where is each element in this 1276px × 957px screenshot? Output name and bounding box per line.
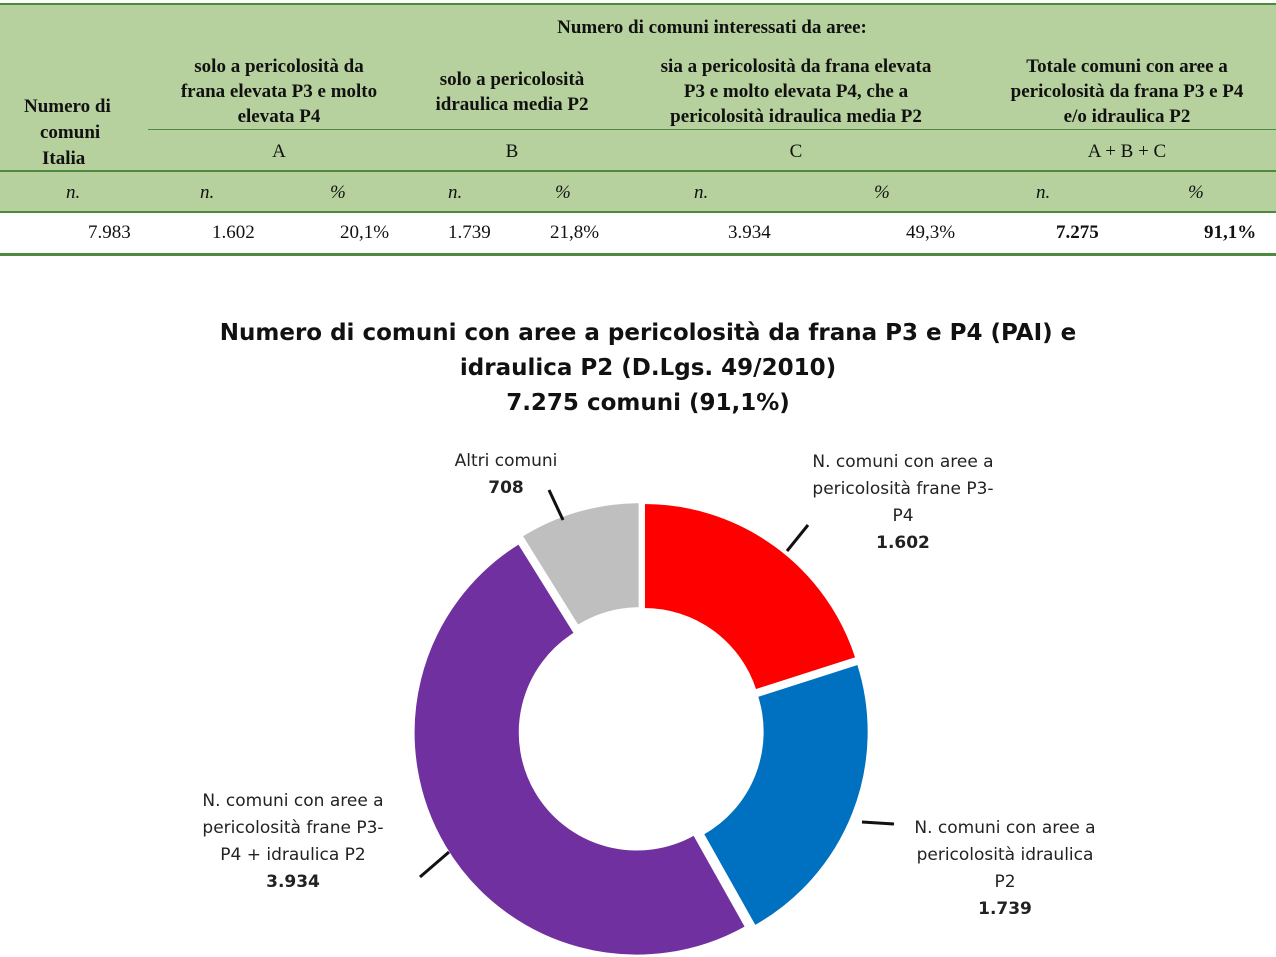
table-header-top: Numero di comuni interessati da aree: — [557, 17, 867, 38]
group-a-header: solo a pericolosità da frana elevata P3 … — [148, 54, 410, 129]
group-a-letter: A — [272, 141, 286, 162]
cell-a-pct: 20,1% — [340, 222, 390, 243]
slice-label-frane: N. comuni con aree a pericolosità frane … — [778, 449, 1028, 557]
cell-c-n: 3.934 — [728, 222, 771, 243]
slice-label-altri: Altri comuni 708 — [420, 448, 592, 502]
group-b-header-line: idraulica media P2 — [435, 94, 589, 115]
cell-italia: 7.983 — [88, 222, 131, 243]
slice-label-frane-line: pericolosità frane P3- — [812, 479, 994, 499]
col-italia-header-line: Numero di — [24, 96, 111, 117]
col-italia-header-line: Italia — [42, 148, 86, 169]
unit-c-n: n. — [694, 182, 709, 203]
group-c-header-line: pericolosità idraulica media P2 — [670, 106, 922, 127]
slice-label-entrambe-line: P4 + idraulica P2 — [220, 845, 366, 865]
chart-title-line-1: Numero di comuni con aree a pericolosità… — [219, 320, 1077, 346]
leader-entrambe — [419, 850, 450, 879]
slice-value-entrambe: 3.934 — [266, 872, 320, 892]
slice-frane — [642, 501, 858, 692]
unit-b-n: n. — [448, 182, 463, 203]
slice-label-idraulica-line: N. comuni con aree a — [914, 818, 1096, 838]
table-top-rule — [0, 3, 1276, 5]
unit-b-pct: % — [555, 182, 571, 203]
group-total-header-line: e/o idraulica P2 — [1063, 106, 1191, 127]
cell-b-pct: 21,8% — [550, 222, 600, 243]
col-italia-header-line: comuni — [40, 122, 101, 143]
group-c-header-line: sia a pericolosità da frana elevata — [660, 56, 932, 77]
group-total-header-line: Totale comuni con aree a — [1026, 56, 1228, 77]
group-c-header: sia a pericolosità da frana elevata P3 e… — [614, 54, 978, 129]
group-a-header-line: solo a pericolosità da — [194, 56, 364, 77]
slice-altri — [520, 501, 641, 628]
cell-c-pct: 49,3% — [906, 222, 956, 243]
group-total-header-line: pericolosità da frana P3 e P4 — [1010, 81, 1244, 102]
slice-label-idraulica-line: pericolosità idraulica — [916, 845, 1094, 865]
unit-c-pct: % — [874, 182, 890, 203]
unit-tot-pct: % — [1188, 182, 1204, 203]
unit-tot-n: n. — [1036, 182, 1051, 203]
table-header-bottom-rule — [0, 211, 1276, 213]
cell-tot-n: 7.275 — [1056, 222, 1099, 243]
table-subheader-rule — [0, 170, 1276, 172]
group-a-header-line: frana elevata P3 e molto — [180, 81, 378, 102]
slice-value-altri: 708 — [488, 478, 524, 498]
group-b-header: solo a pericolosità idraulica media P2 — [410, 67, 614, 117]
slice-entrambe — [412, 541, 748, 957]
slice-label-entrambe-line: pericolosità frane P3- — [202, 818, 384, 838]
chart-title-line-2: idraulica P2 (D.Lgs. 49/2010) — [459, 355, 837, 381]
slice-idraulica — [701, 662, 870, 928]
group-c-header-line: P3 e molto elevata P4, che a — [683, 81, 909, 102]
slice-label-idraulica: N. comuni con aree a pericolosità idraul… — [880, 815, 1130, 923]
slice-label-entrambe-line: N. comuni con aree a — [202, 791, 384, 811]
group-total-header: Totale comuni con aree a pericolosità da… — [978, 54, 1276, 129]
group-b-letter: B — [505, 141, 519, 162]
table-header-background — [0, 4, 1276, 212]
group-total-letter: A + B + C — [1087, 141, 1167, 162]
col-italia-header: Numero di comuni Italia — [24, 94, 144, 172]
slice-label-idraulica-line: P2 — [994, 872, 1016, 892]
group-c-letter: C — [789, 141, 803, 162]
leader-idraulica — [861, 820, 895, 826]
cell-tot-pct: 91,1% — [1204, 222, 1257, 243]
slice-value-frane: 1.602 — [876, 533, 930, 553]
slice-label-frane-line: N. comuni con aree a — [812, 452, 994, 472]
slice-label-altri-line: Altri comuni — [454, 451, 558, 471]
table-group-rule — [148, 129, 1276, 130]
group-a-header-line: elevata P4 — [237, 106, 321, 127]
table-bottom-rule — [0, 253, 1276, 256]
leader-frane — [785, 524, 810, 552]
chart-title-line-3: 7.275 comuni (91,1%) — [506, 390, 790, 416]
unit-italia-n: n. — [66, 182, 81, 203]
cell-a-n: 1.602 — [212, 222, 255, 243]
leader-altri — [547, 489, 565, 521]
cell-b-n: 1.739 — [448, 222, 491, 243]
unit-a-pct: % — [330, 182, 346, 203]
group-b-header-line: solo a pericolosità — [439, 69, 585, 90]
unit-a-n: n. — [200, 182, 215, 203]
slice-label-entrambe: N. comuni con aree a pericolosità frane … — [168, 788, 418, 896]
slice-label-frane-line: P4 — [892, 506, 914, 526]
slice-value-idraulica: 1.739 — [978, 899, 1032, 919]
